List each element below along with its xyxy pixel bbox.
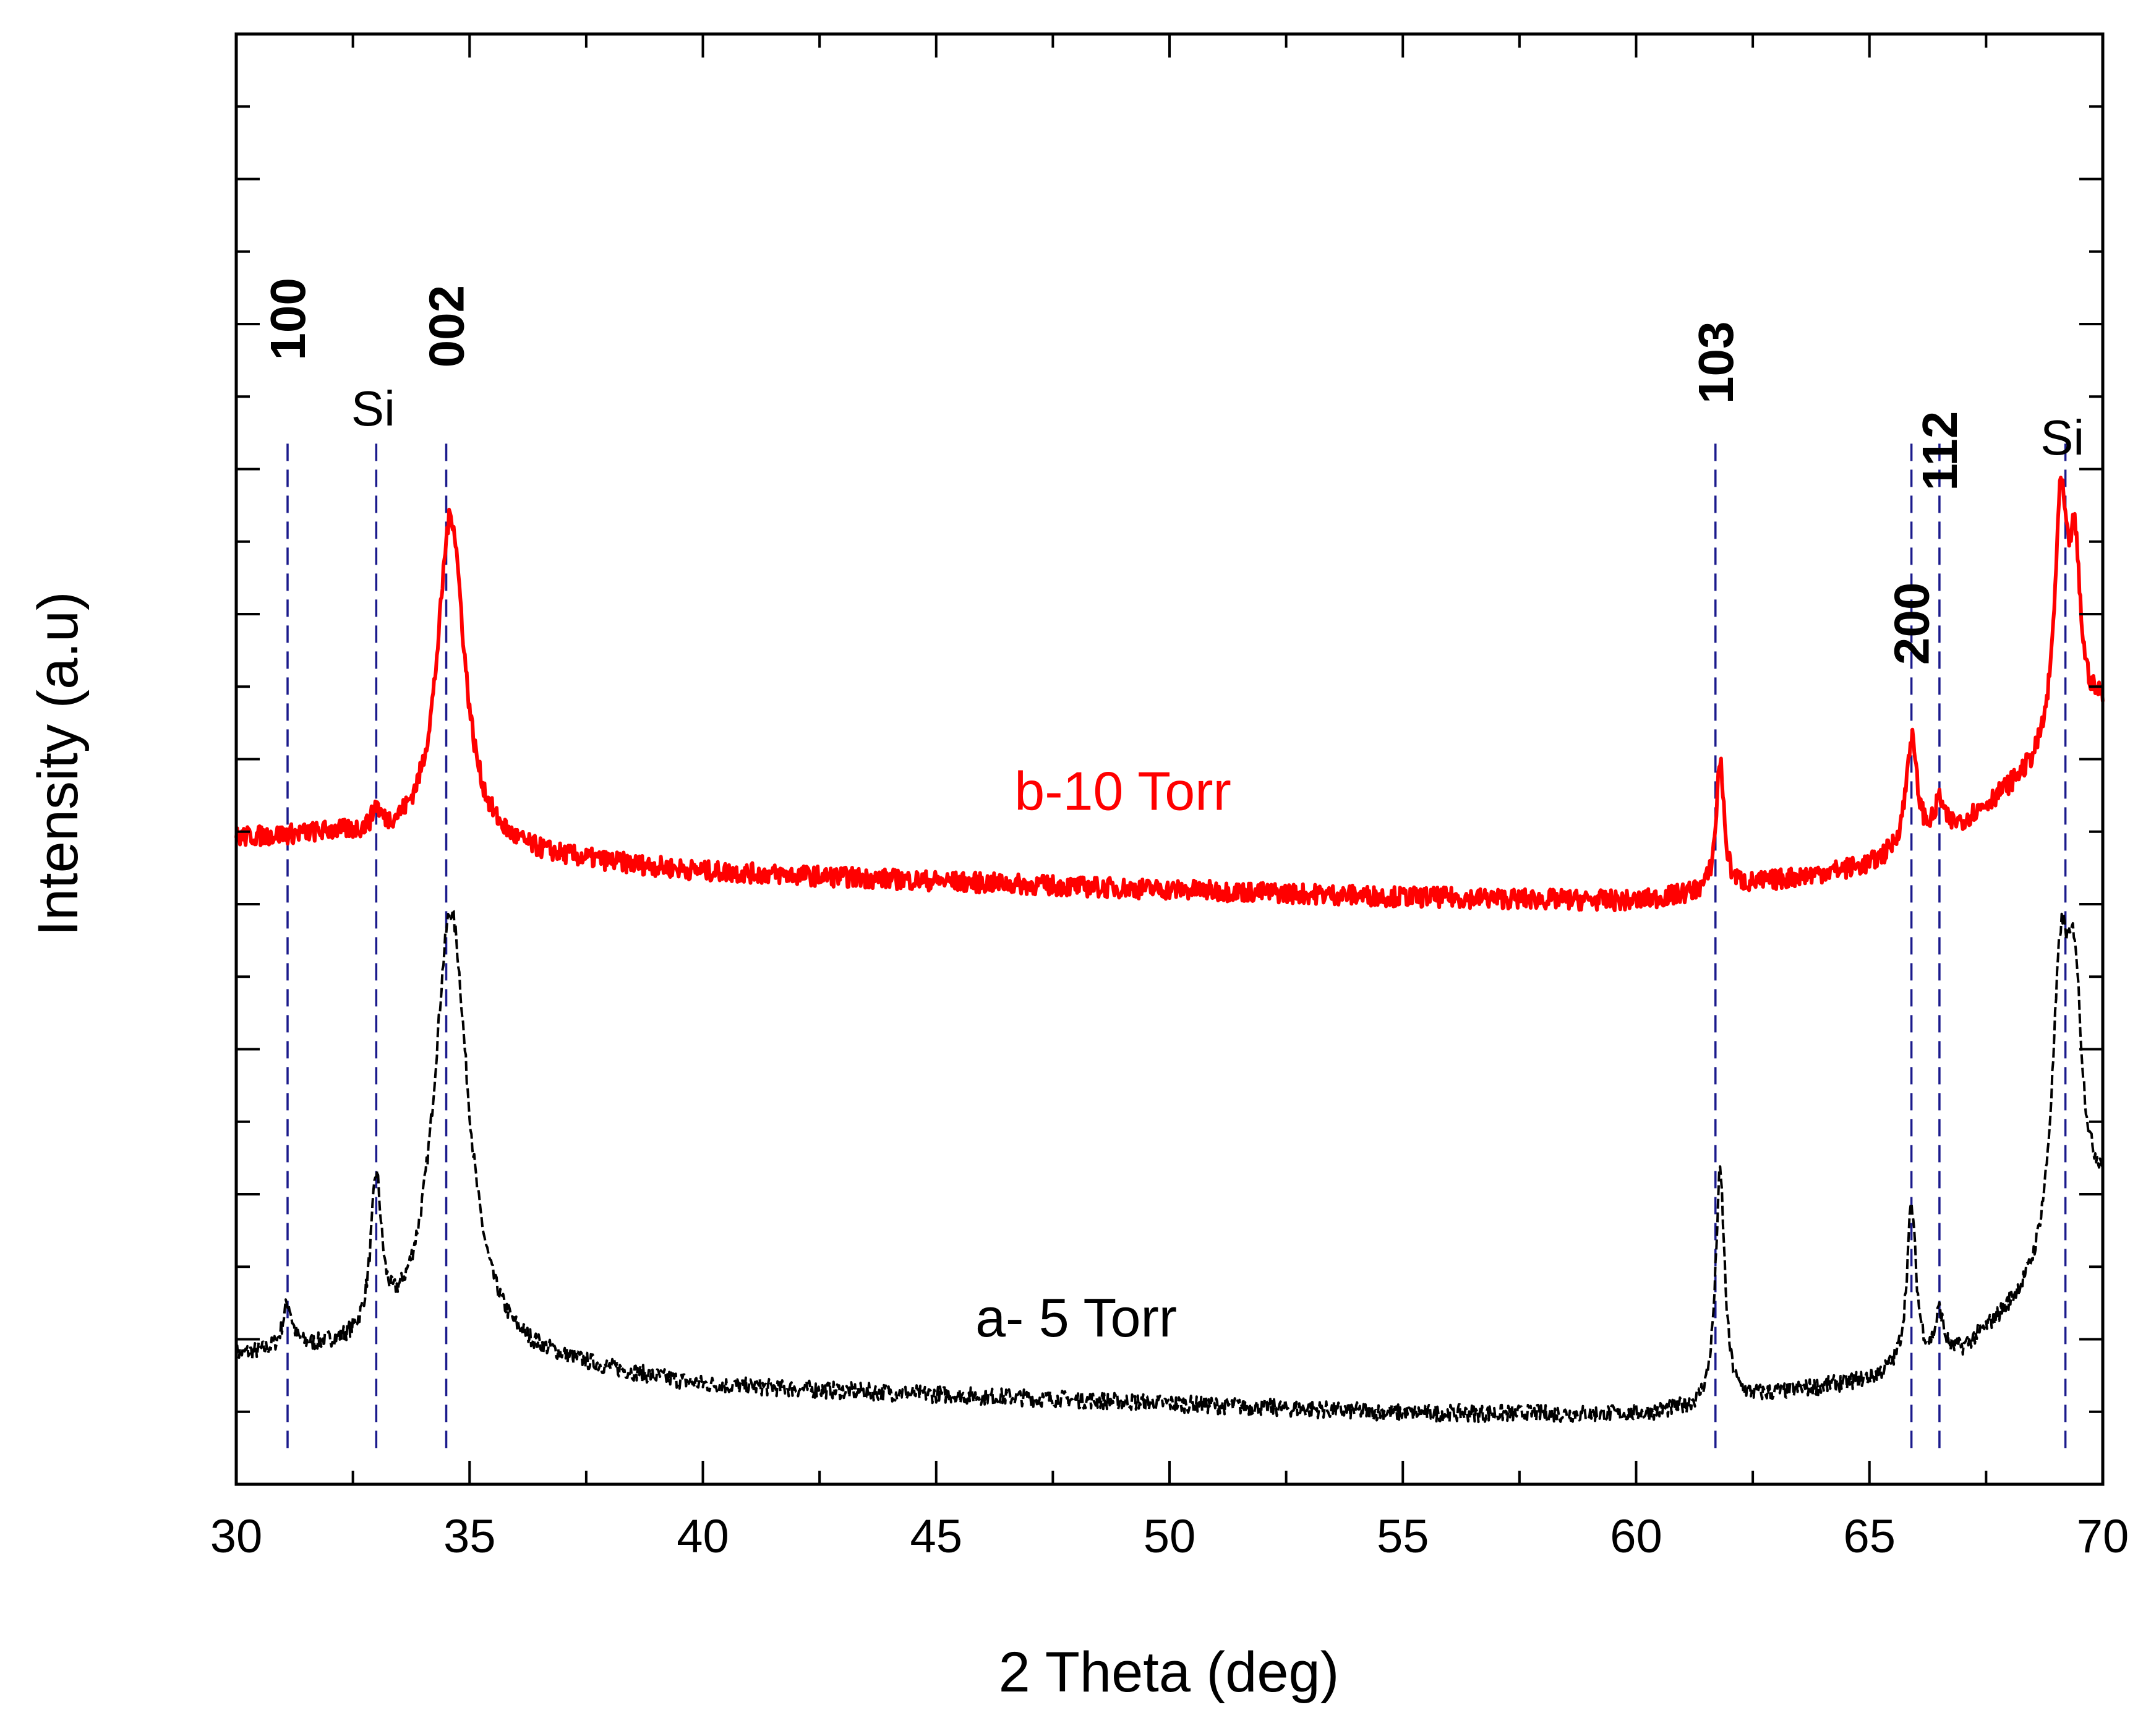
x-tick-label: 70: [2077, 1510, 2129, 1563]
peak-label: 112: [1912, 411, 1967, 491]
series-line-a-5-torr: [235, 908, 2103, 1424]
peak-label: Si: [351, 381, 395, 436]
x-tick-label: 65: [1843, 1510, 1896, 1563]
series-label: a- 5 Torr: [975, 1287, 1177, 1348]
peak-label: 103: [1688, 321, 1743, 403]
y-axis-label: Intensity (a.u): [27, 591, 90, 936]
x-tick-label: 45: [910, 1510, 962, 1563]
x-tick-label: 35: [443, 1510, 496, 1563]
reference-lines: [286, 440, 2067, 1448]
axes: [234, 32, 2105, 1486]
x-tick-label: 40: [677, 1510, 729, 1563]
peak-label: 002: [419, 285, 474, 367]
series-line-b-10-torr: [234, 476, 2105, 912]
series-lines: [234, 476, 2105, 1424]
plot-frame: [234, 32, 2105, 1486]
x-tick-label: 55: [1377, 1510, 1429, 1563]
peak-label: 200: [1884, 583, 1939, 665]
series-label: b-10 Torr: [1014, 761, 1231, 822]
x-tick-label: 60: [1610, 1510, 1662, 1563]
x-tick-label: 50: [1144, 1510, 1196, 1563]
peak-label: 100: [260, 278, 315, 360]
chart-labels: 30 35 40 45 50 55 60 65 70 100 Si 002 103 200 112 Si a- …: [210, 278, 2129, 1563]
x-axis-label: 2 Theta (deg): [999, 1641, 1340, 1704]
x-tick-label: 30: [210, 1510, 263, 1563]
peak-label: Si: [2040, 410, 2084, 465]
